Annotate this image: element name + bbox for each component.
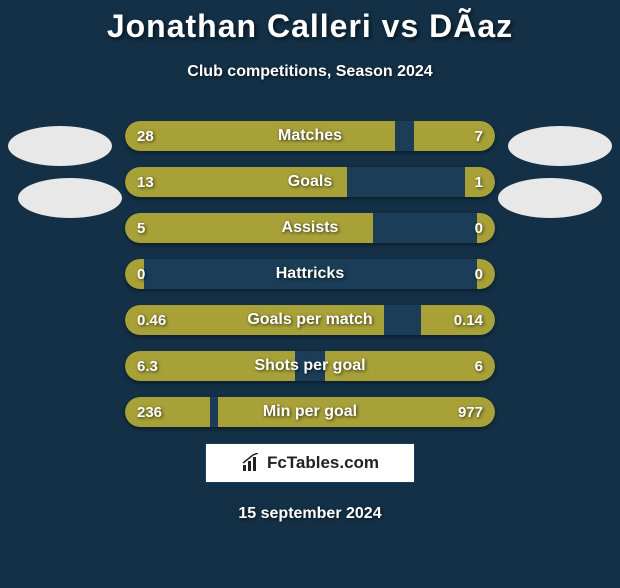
stat-label: Goals bbox=[125, 167, 495, 197]
stat-value-right: 6 bbox=[475, 351, 483, 381]
logo-text: FcTables.com bbox=[267, 453, 379, 473]
player-right-avatar-2 bbox=[498, 178, 602, 218]
stat-value-left: 28 bbox=[137, 121, 154, 151]
page-title: Jonathan Calleri vs DÃ­az bbox=[0, 8, 620, 45]
stat-value-left: 13 bbox=[137, 167, 154, 197]
stat-label: Goals per match bbox=[125, 305, 495, 335]
stat-row: Goals13 1 bbox=[125, 167, 495, 197]
site-logo[interactable]: FcTables.com bbox=[205, 443, 415, 483]
stat-value-left: 6.3 bbox=[137, 351, 158, 381]
stat-row: Shots per goal6.3 6 bbox=[125, 351, 495, 381]
stat-row: Goals per match0.46 0.14 bbox=[125, 305, 495, 335]
footer-date: 15 september 2024 bbox=[0, 505, 620, 523]
stat-label: Matches bbox=[125, 121, 495, 151]
player-left-avatar-1 bbox=[8, 126, 112, 166]
stat-row: Assists5 0 bbox=[125, 213, 495, 243]
subtitle: Club competitions, Season 2024 bbox=[0, 63, 620, 81]
stat-label: Shots per goal bbox=[125, 351, 495, 381]
stats-chart: Matches287Goals131Assists50Hattricks00Go… bbox=[125, 121, 495, 427]
stat-value-left: 0 bbox=[137, 259, 145, 289]
stat-label: Hattricks bbox=[125, 259, 495, 289]
stat-value-right: 0 bbox=[475, 213, 483, 243]
stat-label: Min per goal bbox=[125, 397, 495, 427]
player-right-avatar-1 bbox=[508, 126, 612, 166]
stat-value-right: 7 bbox=[475, 121, 483, 151]
stat-row: Matches28 7 bbox=[125, 121, 495, 151]
stat-value-left: 5 bbox=[137, 213, 145, 243]
player-left-avatar-2 bbox=[18, 178, 122, 218]
stat-row: Min per goal236 977 bbox=[125, 397, 495, 427]
stat-row: Hattricks0 0 bbox=[125, 259, 495, 289]
stat-value-left: 236 bbox=[137, 397, 162, 427]
chart-icon bbox=[241, 453, 261, 473]
stat-value-right: 0 bbox=[475, 259, 483, 289]
stat-value-left: 0.46 bbox=[137, 305, 166, 335]
stat-value-right: 0.14 bbox=[454, 305, 483, 335]
stat-value-right: 1 bbox=[475, 167, 483, 197]
stat-value-right: 977 bbox=[458, 397, 483, 427]
stat-label: Assists bbox=[125, 213, 495, 243]
